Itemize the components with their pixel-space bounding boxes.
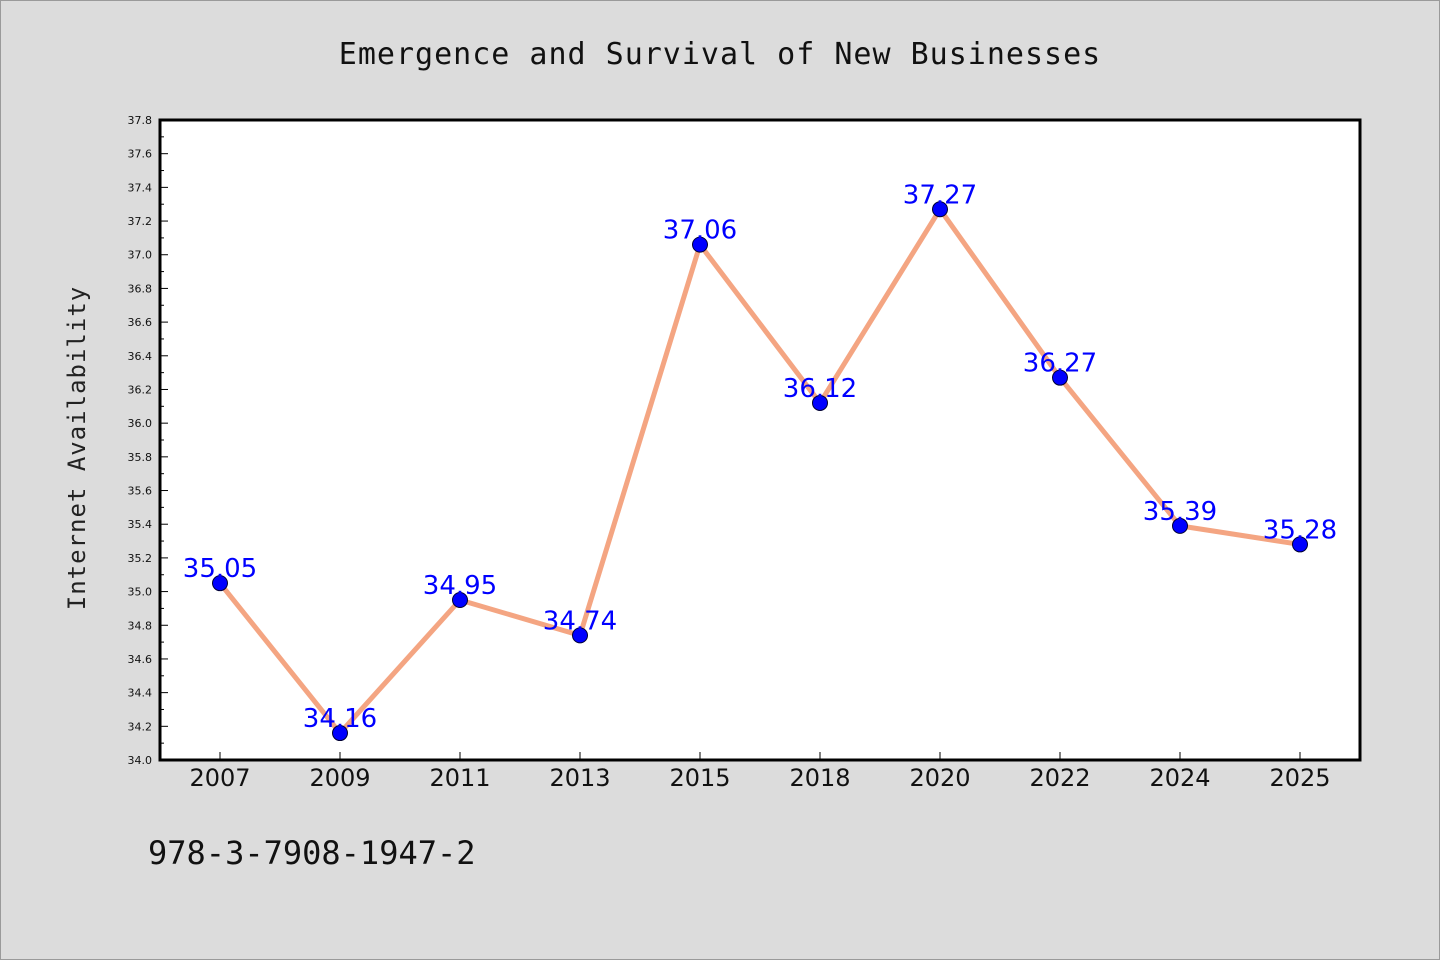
y-tick-label: 34.0 <box>128 754 153 767</box>
y-tick-label: 35.4 <box>128 518 153 531</box>
data-label: 37.06 <box>663 216 737 246</box>
y-tick-label: 34.4 <box>128 687 153 700</box>
y-tick-label: 36.4 <box>128 350 153 363</box>
y-tick-label: 36.6 <box>128 316 153 329</box>
data-point <box>932 201 948 218</box>
y-tick-label: 35.8 <box>128 451 153 464</box>
y-tick-label: 37.4 <box>128 181 153 194</box>
x-axis: 2007 2009 2011 2013 2015 2018 2020 2022 2024 2025 <box>189 752 1331 792</box>
chart-title: Emergence and Survival of New Businesses <box>339 37 1101 72</box>
y-tick-label: 37.0 <box>128 249 153 262</box>
x-tick-label: 2009 <box>309 764 370 792</box>
x-tick-label: 2024 <box>1149 764 1210 792</box>
data-label: 35.39 <box>1143 497 1217 527</box>
plot-area <box>160 120 1360 760</box>
data-label: 34.74 <box>543 606 617 636</box>
data-label: 34.16 <box>303 704 377 734</box>
data-point <box>332 725 348 742</box>
data-label: 34.95 <box>423 571 497 601</box>
y-tick-label: 34.8 <box>128 619 153 632</box>
data-label: 37.27 <box>903 180 977 210</box>
data-point <box>1292 536 1308 553</box>
y-tick-label: 36.2 <box>128 383 153 396</box>
data-labels: 35.05 34.16 34.95 34.74 37.06 36.12 37.27 36.27… <box>183 180 1337 734</box>
x-tick-label: 2007 <box>189 764 250 792</box>
y-tick-label: 35.0 <box>128 586 153 599</box>
data-point <box>572 627 588 644</box>
series-line <box>217 206 1303 736</box>
y-axis-label: Internet Availability <box>63 286 91 610</box>
x-tick-label: 2013 <box>549 764 610 792</box>
data-label: 35.05 <box>183 554 257 584</box>
data-point <box>452 592 468 608</box>
y-tick-label: 35.2 <box>128 552 153 565</box>
y-tick-label: 37.8 <box>128 114 153 127</box>
data-point <box>812 394 828 411</box>
x-tick-label: 2018 <box>789 764 850 792</box>
series-polyline <box>217 206 1303 736</box>
data-point <box>1172 517 1188 534</box>
y-tick-label: 34.2 <box>128 720 153 733</box>
y-tick-label: 37.6 <box>128 148 153 161</box>
x-tick-label: 2015 <box>669 764 730 792</box>
data-point <box>1052 369 1068 386</box>
data-label: 36.12 <box>783 374 857 404</box>
data-label: 35.28 <box>1263 515 1337 545</box>
isbn-annotation: 978-3-7908-1947-2 <box>148 834 476 872</box>
x-tick-label: 2020 <box>909 764 970 792</box>
data-label: 36.27 <box>1023 349 1097 379</box>
x-tick-label: 2022 <box>1029 764 1090 792</box>
plot-frame <box>158 118 1362 762</box>
data-markers <box>212 201 1308 742</box>
x-tick-label: 2011 <box>429 764 490 792</box>
y-tick-label: 35.6 <box>128 485 153 498</box>
x-tick-label: 2025 <box>1269 764 1330 792</box>
y-tick-label: 36.8 <box>128 282 153 295</box>
data-point <box>692 236 708 253</box>
data-point <box>212 575 228 592</box>
y-tick-label: 36.0 <box>128 417 153 430</box>
y-tick-label: 34.6 <box>128 653 153 666</box>
y-tick-label: 37.2 <box>128 215 153 228</box>
